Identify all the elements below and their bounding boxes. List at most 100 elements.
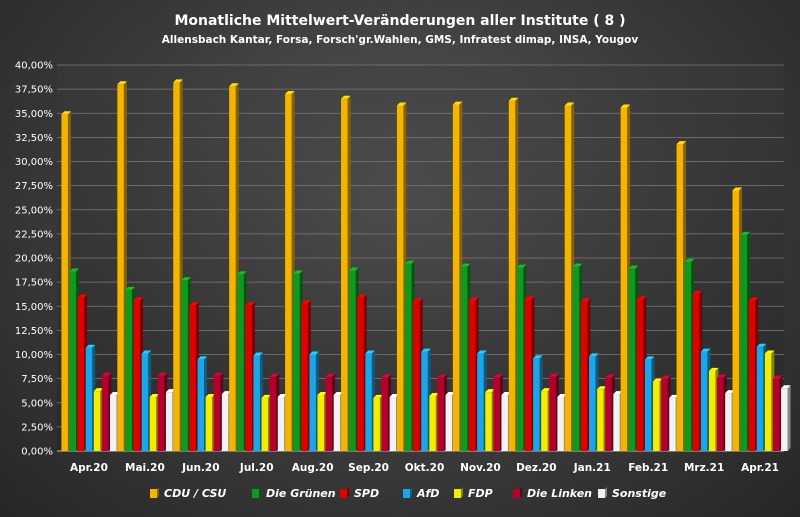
legend: CDU / CSU Die Grünen SPD AfD FDP Die Linken So… [150,487,667,500]
bar [572,263,583,451]
bar [700,348,711,451]
bar [205,393,216,451]
bar [429,392,439,451]
bar [628,265,639,451]
chart-subtitle: Allensbach Kantar, Forsa, Forsch'gr.Wahl… [162,34,639,46]
bar [133,297,144,451]
bar [301,300,311,451]
bar [309,351,319,451]
bar [173,79,183,452]
y-tick-label: 17,50% [15,278,53,289]
y-tick-label: 40,00% [15,61,53,72]
bar [756,343,767,451]
bar [524,296,535,451]
bar [261,394,272,451]
bar [580,298,591,451]
bar [620,104,631,452]
legend-swatch [454,489,461,498]
bar [157,372,168,451]
bar [485,389,495,451]
y-tick-label: 7,50% [21,374,53,385]
bar [125,286,135,451]
bar [317,392,328,451]
bar [676,141,687,451]
bar [732,187,742,451]
legend-label: Die Grünen [266,487,336,500]
bar [189,302,199,451]
legend-item: SPD [340,487,379,500]
bar [469,297,479,451]
y-tick-label: 12,50% [15,326,53,337]
bar [564,102,575,451]
bar [437,374,447,451]
bar [269,373,280,451]
legend-label: CDU / CSU [164,487,226,500]
y-tick-label: 37,50% [15,85,53,96]
legend-item: Die Grünen [252,487,336,500]
bar [245,302,255,451]
bar [781,385,791,451]
y-tick-label: 35,00% [15,109,53,120]
y-tick-label: 30,00% [15,157,53,168]
bar [325,373,336,451]
y-tick-label: 2,50% [21,422,53,433]
legend-item: FDP [454,487,493,500]
x-tick-label: Mrz.21 [684,462,724,474]
bar [549,373,559,451]
bar [541,388,551,451]
legend-swatch [598,489,605,498]
bar [229,83,239,451]
bar [452,101,463,451]
bar [636,296,647,451]
bar [413,298,423,451]
legend-swatch [340,489,347,498]
bar [605,374,615,451]
bar [460,263,471,451]
y-tick-label: 25,00% [15,205,53,216]
y-tick-label: 27,50% [15,181,53,192]
legend-item: Die Linken [513,487,592,500]
bar [748,297,759,451]
y-tick-label: 20,00% [15,254,53,265]
bar [764,350,775,451]
bar [365,350,375,451]
bar [93,388,104,451]
bar [357,294,367,451]
bar [396,102,407,451]
x-tick-label: Sep.20 [348,462,389,474]
legend-label: SPD [354,487,379,500]
x-tick-label: Apr.21 [741,462,779,474]
legend-swatch [150,489,157,498]
bar [717,374,727,451]
chart-title: Monatliche Mittelwert-Veränderungen alle… [174,13,625,29]
y-tick-label: 32,50% [15,133,53,144]
y-tick-label: 10,00% [15,350,53,361]
bar [740,231,751,451]
bar [77,294,88,451]
bar [405,260,415,451]
bar [381,374,392,451]
bar [653,378,663,451]
x-tick-label: Dez.20 [516,462,557,474]
bar [692,290,703,451]
bar [589,353,599,451]
x-tick-label: Feb.21 [628,462,668,474]
legend-item: CDU / CSU [150,487,226,500]
legend-swatch [252,489,259,498]
bar [661,375,671,451]
x-tick-label: Mai.20 [125,462,165,474]
bar [285,90,295,451]
bar [597,386,607,451]
bar [181,277,191,451]
x-tick-label: Nov.20 [460,462,501,474]
bar [493,374,503,451]
bar [61,111,71,451]
bar [213,372,224,451]
bar [101,372,112,451]
x-axis: Apr.20 Mai.20 Jun.20 Jul.20 Aug.20 Sep.20 Okt.… [70,462,779,474]
bar [237,271,247,451]
bar [516,264,527,451]
bar [508,97,519,451]
bar [141,350,152,451]
